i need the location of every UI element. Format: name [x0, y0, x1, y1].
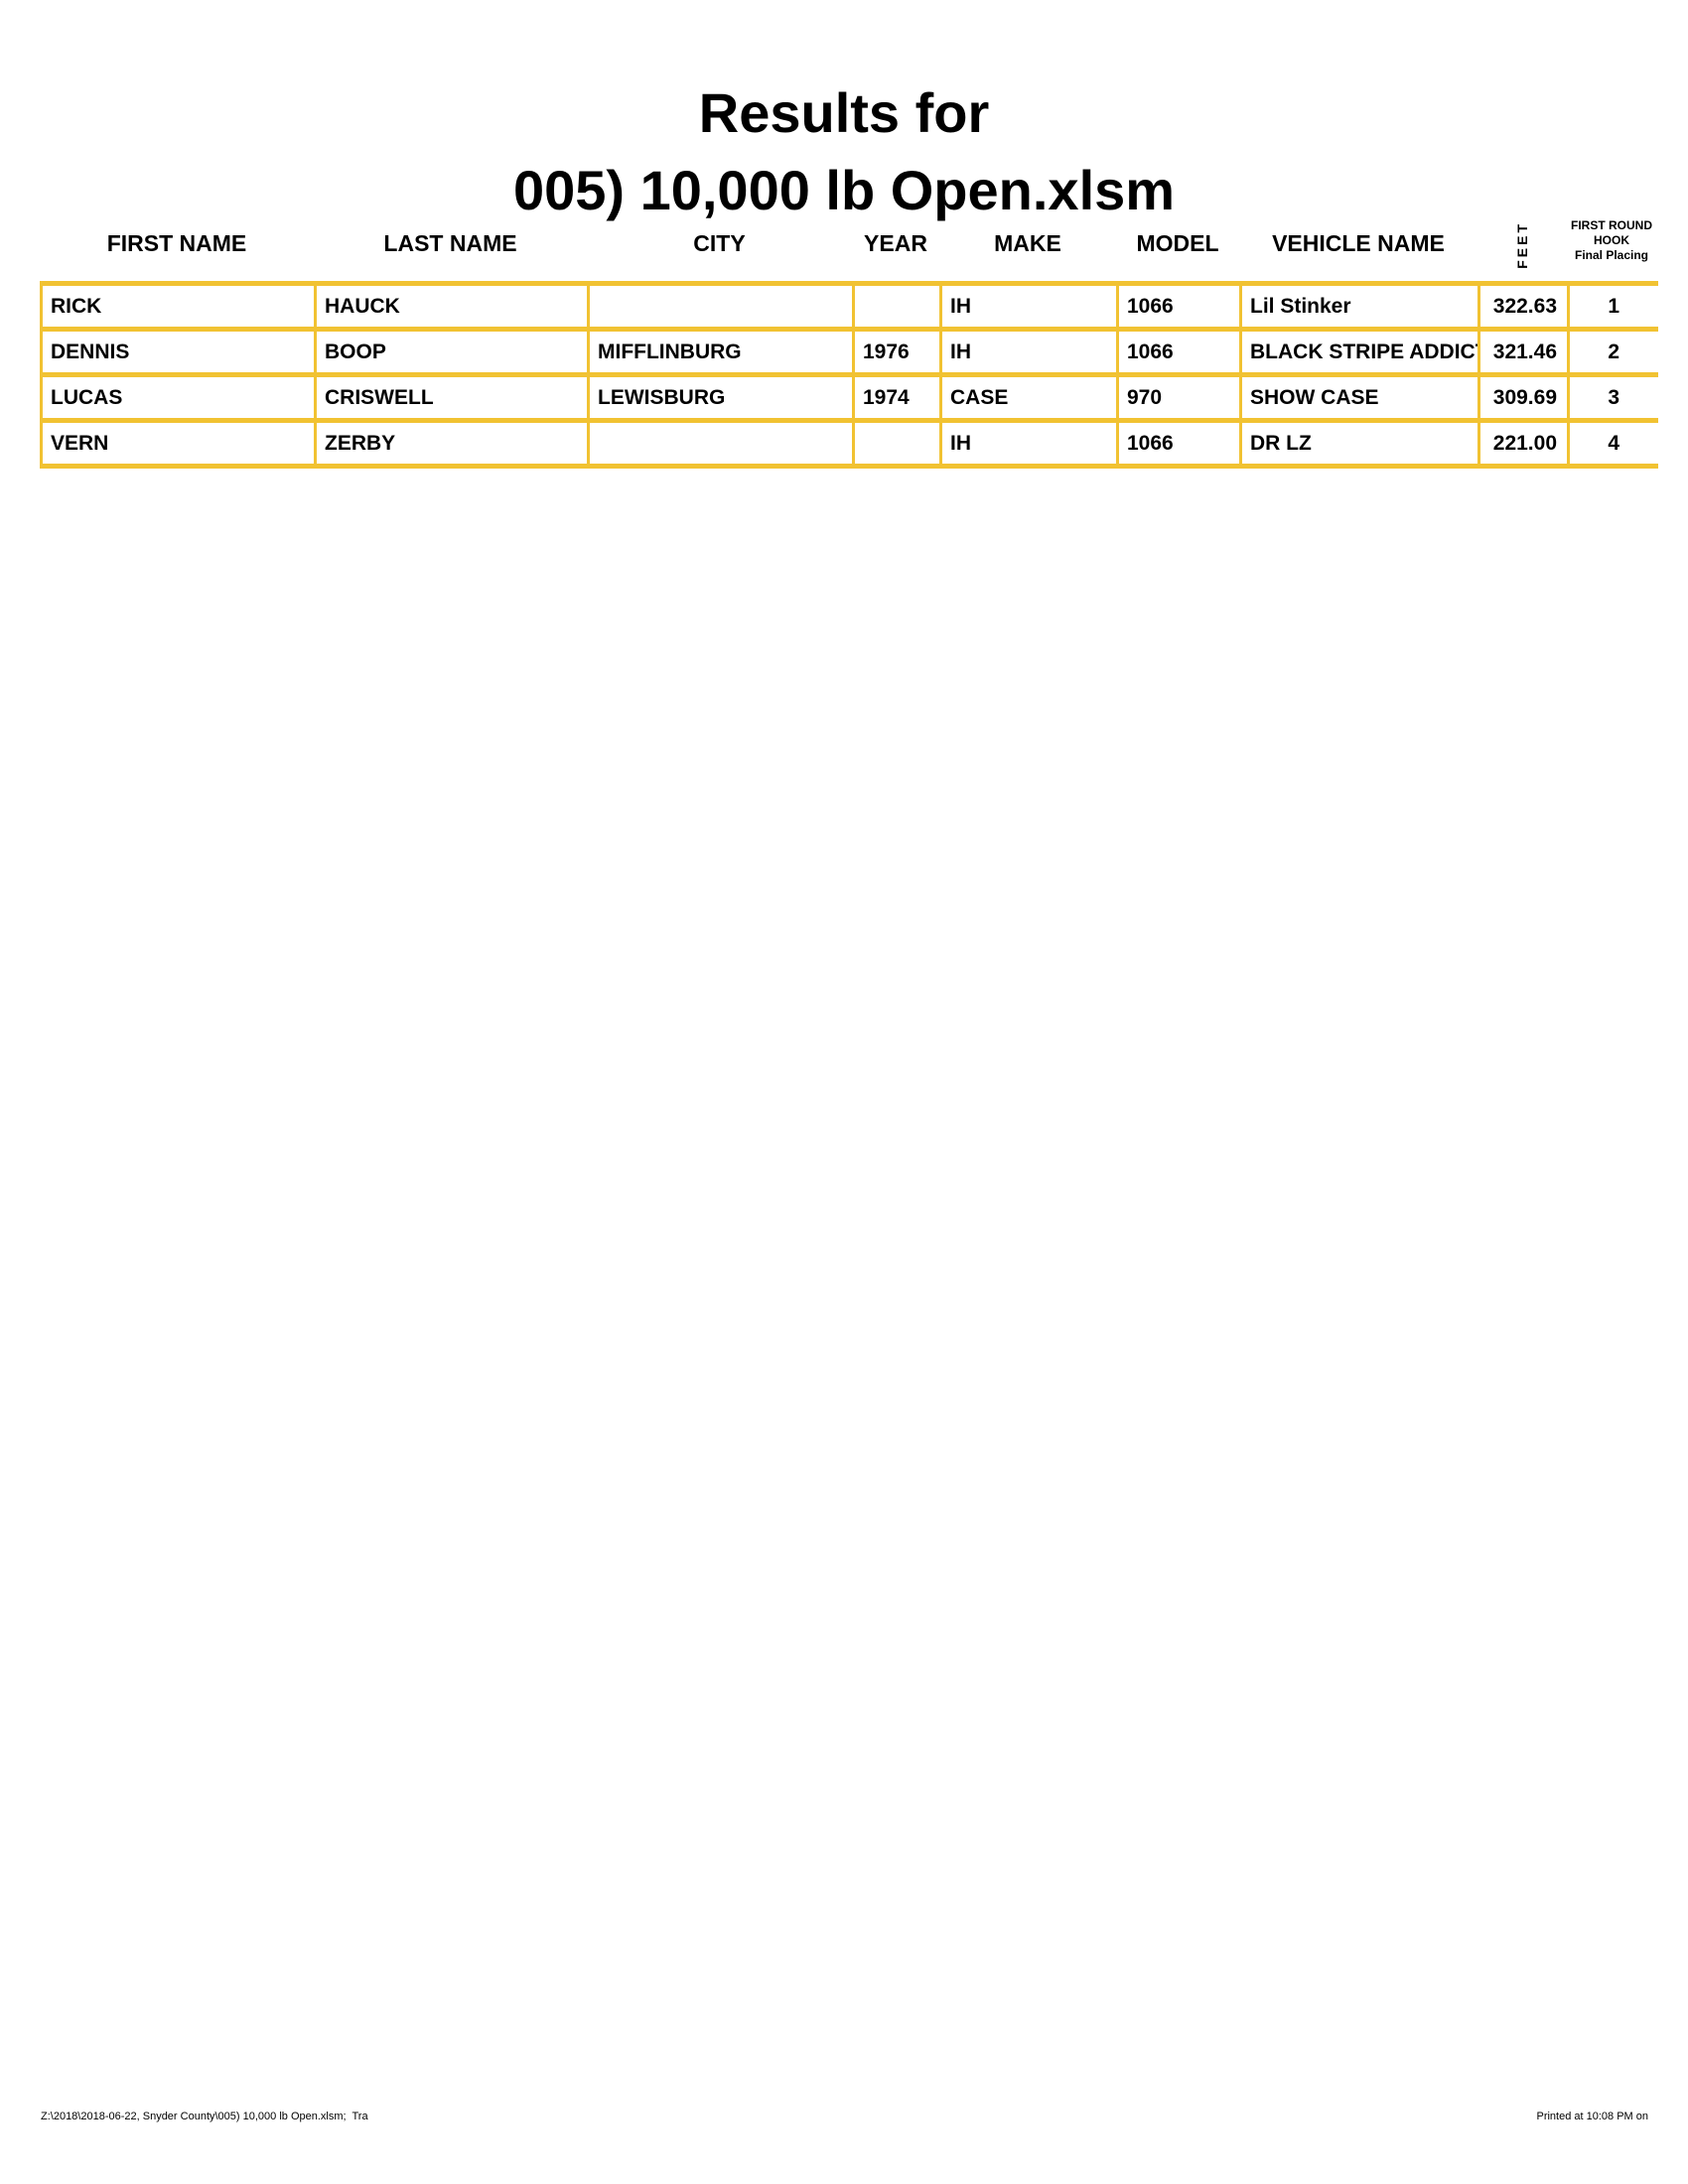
cell-model: 970 [1117, 374, 1242, 423]
cell-model: 1066 [1117, 329, 1242, 377]
cell-last-name: BOOP [315, 329, 590, 377]
cell-first-name: DENNIS [41, 329, 317, 377]
header-feet: FEET [1477, 195, 1567, 281]
cell-model: 1066 [1117, 420, 1242, 469]
header-year: YEAR [864, 230, 927, 256]
cell-city [588, 283, 855, 332]
header-first-round-line2: HOOK [1594, 233, 1629, 247]
footer-printed-timestamp: Printed at 10:08 PM on [1536, 2111, 1648, 2122]
header-feet-label: FEET [1514, 221, 1530, 269]
cell-city: LEWISBURG [588, 374, 855, 423]
cell-final-placing: 3 [1568, 374, 1658, 423]
cell-vehicle-name: SHOW CASE [1240, 374, 1480, 423]
cell-vehicle-name: Lil Stinker [1240, 283, 1480, 332]
cell-last-name: ZERBY [315, 420, 590, 469]
header-final-placing: FIRST ROUND HOOK Final Placing [1567, 195, 1656, 281]
cell-make: IH [940, 329, 1119, 377]
cell-first-name: VERN [41, 420, 317, 469]
header-city: CITY [693, 230, 746, 256]
cell-feet: 221.00 [1478, 420, 1570, 469]
header-last-name: LAST NAME [383, 230, 517, 256]
page-title: Results for 005) 10,000 lb Open.xlsm [0, 81, 1688, 222]
cell-year [853, 283, 942, 332]
table-row: VERN ZERBY IH 1066 DR LZ 221.00 4 [41, 420, 1658, 469]
cell-feet: 322.63 [1478, 283, 1570, 332]
title-file-name: 005) 10,000 lb Open.xlsm [512, 159, 1176, 221]
header-make: MAKE [994, 230, 1061, 256]
table-row: LUCAS CRISWELL LEWISBURG 1974 CASE 970 S… [41, 374, 1658, 423]
header-model: MODEL [1136, 230, 1219, 256]
title-results-for: Results for [698, 81, 990, 144]
cell-make: CASE [940, 374, 1119, 423]
header-first-name: FIRST NAME [106, 230, 247, 256]
cell-vehicle-name: BLACK STRIPE ADDICTIO [1240, 329, 1480, 377]
cell-year: 1974 [853, 374, 942, 423]
header-final-placing-label: Final Placing [1574, 248, 1648, 262]
header-first-round-line1: FIRST ROUND [1571, 218, 1652, 232]
cell-feet: 309.69 [1478, 374, 1570, 423]
cell-make: IH [940, 283, 1119, 332]
cell-final-placing: 2 [1568, 329, 1658, 377]
footer-file-path: Z:\2018\2018-06-22, Snyder County\005) 1… [41, 2111, 368, 2122]
cell-year [853, 420, 942, 469]
cell-first-name: LUCAS [41, 374, 317, 423]
cell-first-name: RICK [41, 283, 317, 332]
results-table: RICK HAUCK IH 1066 Lil Stinker 322.63 1 … [40, 281, 1658, 469]
cell-model: 1066 [1117, 283, 1242, 332]
table-header-row: FIRST NAME LAST NAME CITY YEAR MAKE MODE… [40, 195, 1656, 281]
table-row: DENNIS BOOP MIFFLINBURG 1976 IH 1066 BLA… [41, 329, 1658, 377]
cell-year: 1976 [853, 329, 942, 377]
header-vehicle-name: VEHICLE NAME [1272, 230, 1445, 256]
cell-city: MIFFLINBURG [588, 329, 855, 377]
cell-vehicle-name: DR LZ [1240, 420, 1480, 469]
cell-final-placing: 4 [1568, 420, 1658, 469]
cell-final-placing: 1 [1568, 283, 1658, 332]
cell-make: IH [940, 420, 1119, 469]
cell-last-name: CRISWELL [315, 374, 590, 423]
cell-city [588, 420, 855, 469]
table-row: RICK HAUCK IH 1066 Lil Stinker 322.63 1 [41, 283, 1658, 332]
cell-last-name: HAUCK [315, 283, 590, 332]
cell-feet: 321.46 [1478, 329, 1570, 377]
